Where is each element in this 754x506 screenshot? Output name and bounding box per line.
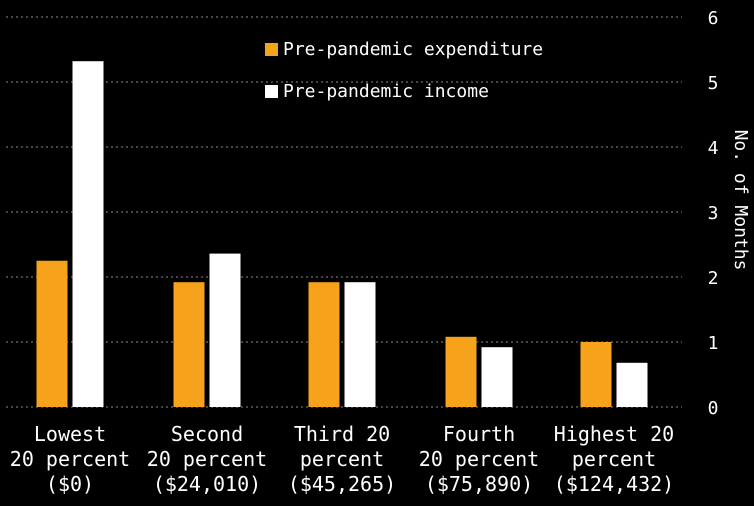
legend-swatch: [265, 43, 278, 56]
x-category-label: percent: [572, 447, 656, 471]
bar-expenditure: [580, 342, 612, 407]
y-tick-label: 1: [708, 333, 719, 354]
legend: Pre-pandemic expenditure Pre-pandemic inc…: [265, 39, 543, 102]
y-axis-ticks: 0 1 2 3 4 5 6: [708, 8, 719, 419]
y-tick-label: 2: [708, 268, 719, 289]
bar-expenditure: [36, 260, 68, 407]
y-tick-label: 5: [708, 73, 719, 94]
x-category-label: ($75,890): [425, 472, 533, 496]
y-tick-label: 4: [708, 138, 719, 159]
bar-expenditure: [308, 282, 340, 407]
y-axis-title: No. of Months: [730, 130, 751, 271]
bar-income: [344, 282, 376, 407]
bar-income: [209, 253, 241, 407]
bar-income: [72, 61, 104, 407]
x-category-label: Third 20: [294, 422, 390, 446]
bar-expenditure: [173, 282, 205, 407]
x-category-label: Lowest: [34, 422, 106, 446]
x-category-label: percent: [300, 447, 384, 471]
bars: [36, 61, 648, 407]
bar-expenditure: [445, 336, 477, 407]
legend-swatch: [265, 85, 278, 98]
y-tick-label: 3: [708, 203, 719, 224]
legend-label: Pre-pandemic expenditure: [283, 39, 543, 60]
y-tick-label: 6: [708, 8, 719, 29]
x-category-label: ($24,010): [153, 472, 261, 496]
x-category-label: 20 percent: [10, 447, 130, 471]
y-tick-label: 0: [708, 398, 719, 419]
x-category-label: 20 percent: [419, 447, 539, 471]
bar-income: [481, 347, 513, 407]
legend-label: Pre-pandemic income: [283, 81, 489, 102]
x-category-label: ($45,265): [288, 472, 396, 496]
x-category-label: Highest 20: [554, 422, 674, 446]
x-category-label: ($0): [46, 472, 94, 496]
x-category-label: Second: [171, 422, 243, 446]
bar-income: [616, 362, 648, 407]
x-category-label: ($124,432): [554, 472, 674, 496]
x-category-label: 20 percent: [147, 447, 267, 471]
x-category-label: Fourth: [443, 422, 515, 446]
